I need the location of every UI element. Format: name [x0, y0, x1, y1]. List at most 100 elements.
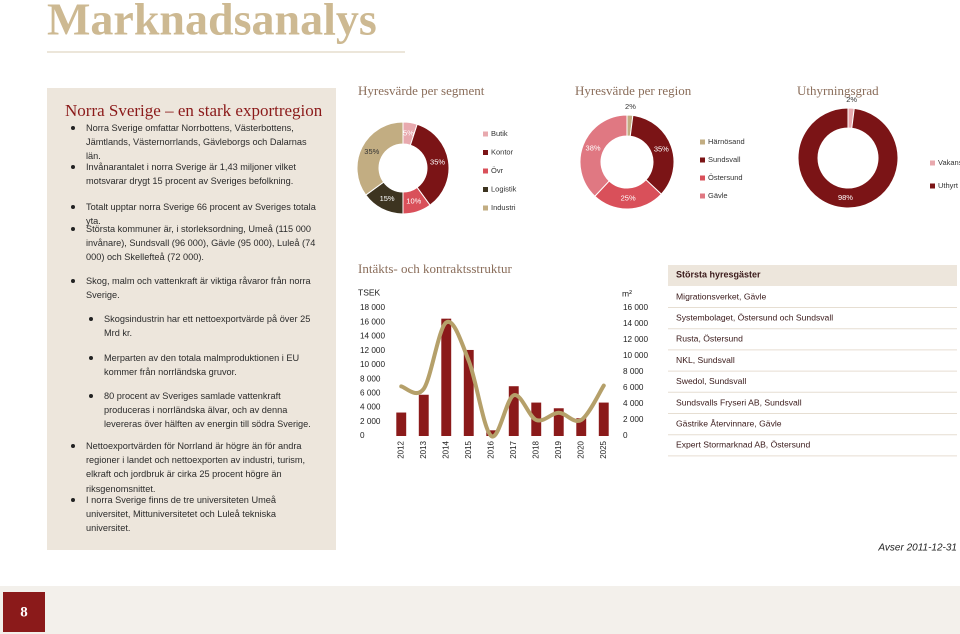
x-tick-label: 2014: [441, 440, 450, 458]
y-axis-label: TSEK: [358, 287, 381, 297]
legend-label: Logistik: [491, 184, 517, 193]
legend-label: Sundsvall: [708, 155, 741, 164]
legend-swatch: [483, 131, 488, 137]
y2-tick-label: 10 000: [623, 351, 648, 360]
legend-swatch: [483, 187, 488, 192]
table-title: Största hyresgäster: [676, 269, 761, 279]
legend-label: Östersund: [708, 173, 743, 182]
bar: [441, 318, 452, 436]
y-tick-label: 18 000: [360, 303, 385, 312]
line: [399, 319, 606, 439]
donut-segment: [579, 114, 628, 197]
bullet: Norra Sverige omfattar Norrbottens, Väst…: [71, 121, 321, 164]
y-tick-label: 16 000: [360, 317, 385, 326]
table-row: Systembolaget, Östersund och Sundsvall: [676, 312, 833, 322]
table-row: Gästrike Återvinnare, Gävle: [676, 418, 782, 428]
sub-bullet: Merparten av den totala malmproduktionen…: [89, 351, 319, 379]
y-tick-label: 6 000: [360, 389, 381, 398]
legend-swatch: [700, 157, 705, 163]
legend-swatch: [483, 168, 488, 174]
bullet: Totalt upptar norra Sverige 66 procent a…: [71, 200, 321, 228]
chart-title: Uthyrningsgrad: [797, 83, 879, 98]
y2-tick-label: 6 000: [623, 383, 644, 392]
data-label: 35%: [364, 147, 379, 156]
x-tick-label: 2018: [531, 440, 540, 458]
x-tick-label: 2017: [509, 440, 518, 458]
y2-tick-label: 12 000: [623, 335, 648, 344]
legend-label: Industri: [491, 203, 516, 212]
bar: [396, 412, 407, 436]
x-tick-label: 2015: [464, 440, 473, 458]
sub-bullet: Skogsindustrin har ett nettoexportvärde …: [89, 312, 319, 340]
bar: [463, 349, 474, 436]
x-tick-label: 2013: [419, 440, 428, 458]
legend-label: Gävle: [708, 191, 728, 200]
data-label: 35%: [654, 145, 669, 154]
sub-bullet: 80 procent av Sveriges samlade vattenkra…: [89, 389, 319, 432]
data-label: 25%: [621, 193, 636, 202]
x-tick-label: 2025: [599, 440, 608, 458]
y-tick-label: 8 000: [360, 374, 381, 383]
y2-tick-label: 4 000: [623, 399, 644, 408]
legend-swatch: [930, 183, 935, 189]
legend-swatch: [700, 175, 705, 181]
footnote: Avser 2011-12-31: [877, 543, 957, 554]
data-label: 38%: [586, 144, 601, 153]
y-tick-label: 14 000: [360, 332, 385, 341]
bullet: Största kommuner är, i storleksordning, …: [71, 222, 321, 265]
y-tick-label: 0: [360, 431, 365, 440]
data-label: 10%: [406, 196, 421, 205]
x-tick-label: 2020: [576, 440, 585, 458]
y2-tick-label: 8 000: [623, 367, 644, 376]
legend-label: Uthyrt: [938, 181, 959, 190]
legend-swatch: [700, 193, 705, 199]
chart-title: Hyresvärde per segment: [358, 83, 485, 98]
data-label: 5%: [403, 128, 414, 137]
bar: [553, 408, 564, 436]
bullet: Nettoexportvärden för Norrland är högre …: [71, 439, 321, 496]
bullet: Invånarantalet i norra Sverige är 1,43 m…: [71, 160, 321, 188]
legend-label: Kontor: [491, 147, 514, 156]
footer-band: [0, 586, 960, 634]
y-tick-label: 10 000: [360, 360, 385, 369]
table-row: Expert Stormarknad AB, Östersund: [676, 440, 810, 450]
x-tick-label: 2019: [554, 440, 563, 458]
table-row: NKL, Sundsvall: [676, 355, 735, 365]
table-row: Swedol, Sundsvall: [676, 376, 746, 386]
bar: [598, 402, 609, 436]
legend-swatch: [483, 205, 488, 211]
page-title: Marknadsanalys: [47, 0, 377, 45]
bar: [418, 394, 429, 436]
y-tick-label: 12 000: [360, 346, 385, 355]
page-number-box: [3, 592, 45, 632]
x-tick-label: 2016: [486, 440, 495, 458]
data-label: 35%: [430, 158, 445, 167]
table-row: Rusta, Östersund: [676, 334, 743, 344]
data-label: 98%: [838, 193, 853, 202]
donut-segment: [356, 121, 404, 196]
y-tick-label: 4 000: [360, 403, 381, 412]
table-row: Migrationsverket, Gävle: [676, 291, 766, 301]
legend-swatch: [700, 139, 705, 145]
donut-segment: [797, 107, 899, 209]
panel-heading: Norra Sverige – en stark exportregion: [65, 101, 323, 120]
donut-segment: [409, 123, 450, 206]
page-number: 8: [20, 604, 28, 620]
legend-label: Härnösand: [708, 137, 745, 146]
left-panel: [47, 88, 336, 550]
y2-tick-label: 0: [623, 431, 628, 440]
donut-segment: [629, 114, 675, 195]
bar: [508, 386, 519, 436]
chart-title: Hyresvärde per region: [575, 83, 692, 98]
legend-label: Övr: [491, 166, 504, 175]
data-label: 15%: [380, 194, 395, 203]
table-row: Sundsvalls Fryseri AB, Sundsvall: [676, 397, 802, 407]
table-header: [668, 265, 957, 286]
data-label: 2%: [846, 95, 857, 104]
legend-label: Vakans: [938, 158, 960, 167]
bar: [576, 418, 587, 436]
legend-swatch: [483, 150, 488, 155]
data-label: 2%: [625, 102, 636, 111]
